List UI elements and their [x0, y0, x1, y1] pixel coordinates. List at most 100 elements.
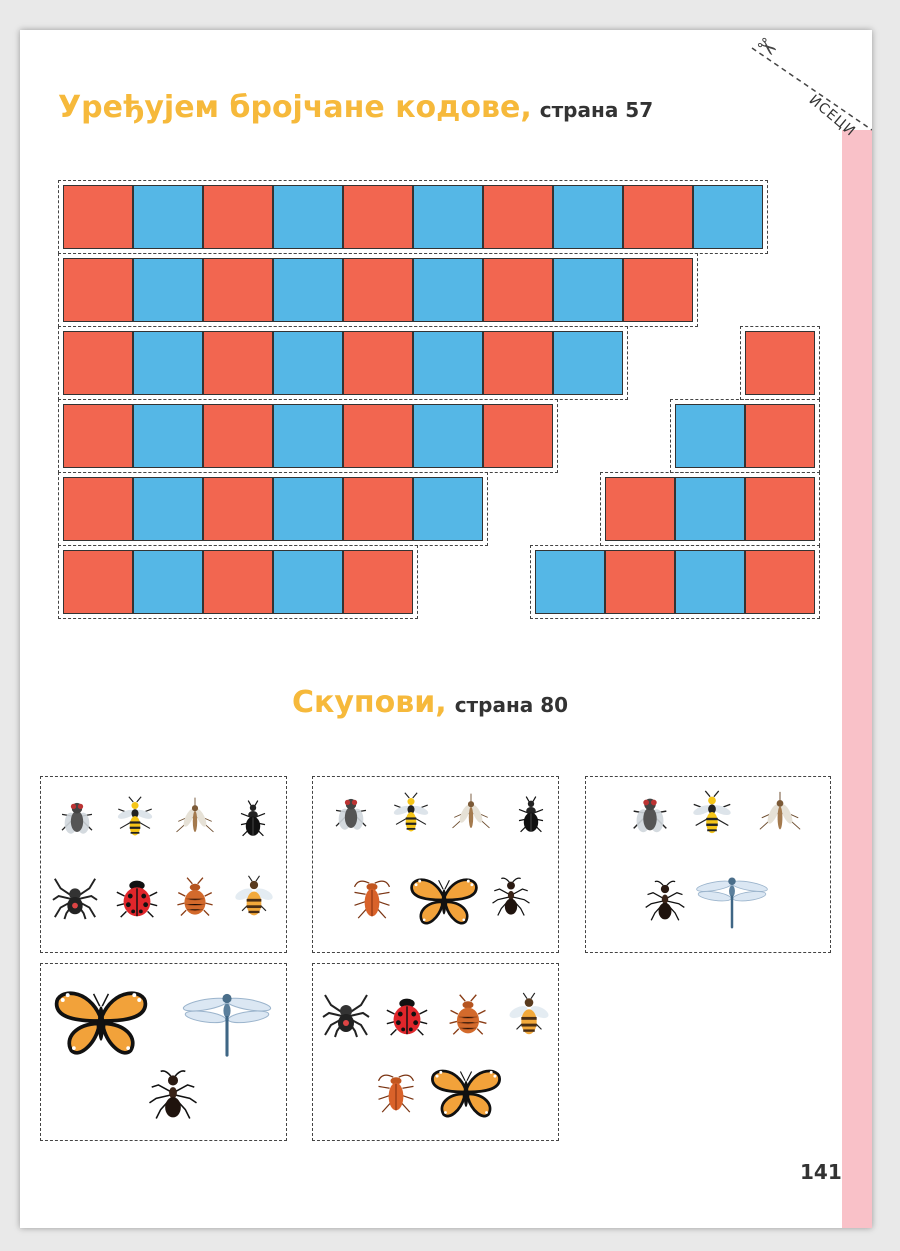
red-square — [483, 404, 553, 468]
beetle-icon — [233, 795, 273, 843]
cockroach-icon — [373, 1062, 419, 1120]
red-square — [203, 404, 273, 468]
insect-card[interactable] — [40, 963, 287, 1141]
fly-icon — [329, 791, 373, 835]
page-number: 141 — [800, 1160, 842, 1184]
red-square — [203, 331, 273, 395]
blue-square — [133, 331, 203, 395]
blue-square — [553, 258, 623, 322]
red-square — [605, 550, 675, 614]
butterfly-icon — [427, 1064, 505, 1120]
butterfly-icon — [49, 984, 153, 1058]
blue-square — [273, 477, 343, 541]
codes-page-ref: страна 57 — [539, 98, 654, 122]
cockroach-icon — [349, 871, 395, 923]
code-strip-right[interactable] — [670, 399, 820, 473]
wasp-icon — [688, 787, 736, 839]
blue-square — [133, 185, 203, 249]
bedbug-icon — [173, 871, 217, 923]
blue-square — [675, 550, 745, 614]
bedbug-icon — [445, 988, 491, 1042]
code-strip-left[interactable] — [58, 472, 488, 546]
code-strip-left[interactable] — [58, 326, 628, 400]
sets-page-ref: страна 80 — [454, 693, 569, 717]
red-square — [605, 477, 675, 541]
red-square — [745, 550, 815, 614]
spider-icon — [321, 986, 371, 1042]
blue-square — [133, 258, 203, 322]
code-strip-left[interactable] — [58, 399, 558, 473]
sets-title: Скупови, — [292, 685, 447, 720]
red-square — [203, 550, 273, 614]
red-square — [483, 258, 553, 322]
section-title-sets: Скупови, страна 80 — [292, 685, 568, 720]
fly-icon — [626, 789, 674, 839]
cut-label: ИСЕЦИ — [805, 92, 859, 140]
red-square — [203, 477, 273, 541]
bee-icon — [231, 871, 277, 923]
wasp-icon — [113, 793, 157, 841]
code-strip-right[interactable] — [740, 326, 820, 400]
fly-icon — [55, 795, 99, 839]
spider-icon — [51, 871, 99, 923]
blue-square — [133, 477, 203, 541]
code-strip-right[interactable] — [600, 472, 820, 546]
bee-icon — [505, 988, 553, 1042]
red-square — [63, 258, 133, 322]
scissors-icon: ✂ — [750, 30, 784, 65]
insect-card[interactable] — [312, 963, 559, 1141]
worksheet-page: ✂ ИСЕЦИ Уређујем бројчане кодове, страна … — [20, 30, 872, 1228]
code-strip-right[interactable] — [530, 545, 820, 619]
mosquito-icon — [756, 789, 804, 837]
beetle-icon — [511, 791, 551, 839]
ant-icon — [489, 873, 533, 921]
codes-title: Уређујем бројчане кодове, — [58, 90, 532, 125]
ant-icon — [642, 875, 688, 927]
red-square — [203, 185, 273, 249]
red-square — [343, 477, 413, 541]
red-square — [63, 404, 133, 468]
red-square — [63, 550, 133, 614]
wasp-icon — [389, 789, 433, 837]
red-square — [745, 404, 815, 468]
blue-square — [133, 550, 203, 614]
red-square — [343, 550, 413, 614]
pink-side-bar — [842, 130, 872, 1228]
mosquito-icon — [449, 791, 493, 835]
blue-square — [675, 477, 745, 541]
blue-square — [413, 477, 483, 541]
code-strip-left[interactable] — [58, 545, 418, 619]
blue-square — [273, 185, 343, 249]
red-square — [483, 185, 553, 249]
ladybug-icon — [113, 871, 161, 923]
red-square — [63, 331, 133, 395]
red-square — [343, 404, 413, 468]
red-square — [63, 477, 133, 541]
red-square — [745, 331, 815, 395]
section-title-codes: Уређујем бројчане кодове, страна 57 — [58, 90, 653, 125]
blue-square — [133, 404, 203, 468]
blue-square — [675, 404, 745, 468]
red-square — [745, 477, 815, 541]
insect-card[interactable] — [40, 776, 287, 953]
blue-square — [413, 404, 483, 468]
red-square — [203, 258, 273, 322]
blue-square — [273, 404, 343, 468]
insect-card[interactable] — [312, 776, 559, 953]
code-strip-left[interactable] — [58, 180, 768, 254]
blue-square — [553, 185, 623, 249]
insect-card[interactable] — [585, 776, 831, 953]
dragonfly-icon — [181, 988, 273, 1060]
blue-square — [693, 185, 763, 249]
blue-square — [553, 331, 623, 395]
dragonfly-icon — [694, 873, 770, 931]
ladybug-icon — [383, 988, 431, 1042]
blue-square — [273, 258, 343, 322]
red-square — [343, 331, 413, 395]
red-square — [623, 185, 693, 249]
blue-square — [413, 331, 483, 395]
code-strip-left[interactable] — [58, 253, 698, 327]
ant-icon — [145, 1064, 201, 1126]
red-square — [63, 185, 133, 249]
red-square — [483, 331, 553, 395]
